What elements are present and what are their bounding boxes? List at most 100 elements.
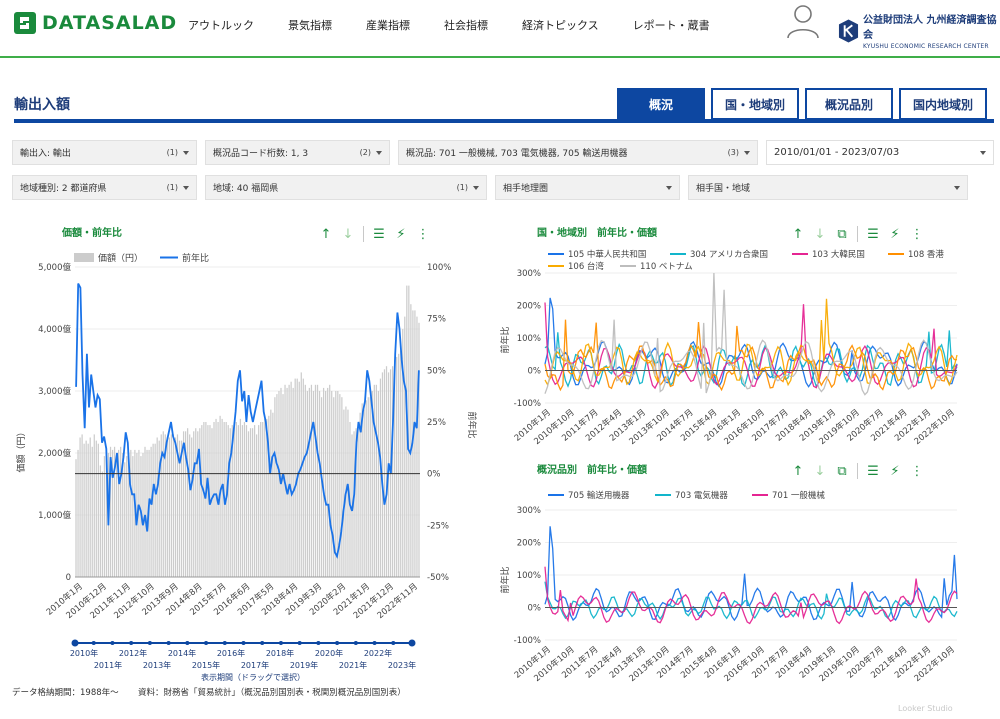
main-chart-line — [75, 283, 420, 559]
sort-ascending-icon[interactable]: ↑ — [792, 226, 804, 242]
filter-region[interactable]: 地域: 40 福岡県 (1) — [205, 175, 487, 200]
yoy-line — [75, 283, 420, 559]
more-options-icon[interactable]: ⋮ — [910, 463, 924, 479]
range-year-label: 2023年 — [388, 660, 416, 670]
slider-dot — [204, 641, 209, 645]
tab-commodity[interactable]: 概況品別 — [805, 88, 893, 120]
country-ylabel: 前年比 — [499, 326, 511, 353]
range-year-label: 2017年 — [241, 660, 269, 670]
value-bar — [333, 397, 335, 577]
series-line — [544, 566, 958, 625]
legend-label: 106 台湾 — [568, 261, 604, 272]
user-icon[interactable] — [786, 3, 820, 39]
filter-partner-area[interactable]: 相手地理圏 — [495, 175, 680, 200]
chevron-down-icon — [376, 151, 382, 155]
value-bar — [193, 431, 195, 577]
main-chart[interactable]: 価額（円） 前年比 0 1,000億 2,000億 3,000億 4,000億 5,000… — [10, 245, 480, 685]
filter-commodity[interactable]: 概況品: 701 一般機械, 703 電気機器, 705 輸送用機器 (3) — [398, 140, 758, 165]
commodity-chart[interactable]: 705 輸送用機器 703 電気機器 701 一般機械 -100% 0% 100% 200… — [490, 482, 995, 682]
nav-industry-indicators[interactable]: 産業指標 — [366, 19, 410, 32]
y-tick-right: 0% — [427, 470, 441, 480]
value-bar — [109, 446, 112, 577]
org-name: 公益財団法人 九州経済調査協会 — [863, 15, 997, 41]
value-bar — [245, 425, 248, 577]
nav-social-indicators[interactable]: 社会指標 — [444, 19, 488, 32]
country-chart[interactable]: 105 中華人民共和国 304 アメリカ合衆国 103 大韓民国 108 香港 106 … — [490, 245, 995, 455]
value-bar — [400, 350, 402, 577]
series-line — [544, 302, 958, 390]
value-bar — [325, 391, 327, 577]
series-line — [544, 298, 958, 387]
value-bar — [264, 418, 266, 577]
legend-label-yoy: 前年比 — [182, 252, 209, 264]
y-tick: 200% — [517, 539, 541, 549]
value-bar — [142, 453, 144, 577]
legend-label: 103 大韓民国 — [812, 249, 865, 260]
slider-dot — [91, 641, 96, 645]
value-bar — [414, 310, 416, 577]
filter-date-range[interactable]: 2010/01/01 - 2023/07/03 — [766, 140, 994, 165]
y-tick-left: 2,000億 — [38, 448, 71, 459]
value-bar — [249, 428, 252, 577]
value-bar — [375, 384, 377, 577]
value-bar — [298, 381, 300, 577]
range-caption: 表示期間（ドラッグで選択） — [201, 672, 305, 682]
nav-reports[interactable]: レポート・蔵書 — [632, 19, 710, 32]
value-bar — [292, 387, 294, 577]
filter-icon[interactable]: ☰ — [867, 463, 879, 479]
main-ylabel-left: 価額（円） — [15, 427, 27, 472]
series-line — [544, 272, 958, 396]
nav-economic-topics[interactable]: 経済トピックス — [522, 19, 599, 32]
legend-label: 110 ベトナム — [640, 262, 693, 272]
filter-code-digits[interactable]: 概況品コード桁数: 1, 3 (2) — [205, 140, 390, 165]
value-bar — [308, 387, 311, 577]
reset-filter-icon[interactable]: ⚡ — [396, 226, 406, 242]
value-bar — [101, 471, 104, 577]
y-tick: -100% — [514, 399, 541, 409]
sort-ascending-icon[interactable]: ↑ — [792, 463, 804, 479]
slider-dot — [372, 641, 377, 645]
tab-overview[interactable]: 概況 — [617, 88, 705, 120]
filter-region-type[interactable]: 地域種別: 2 都道府県 (1) — [12, 175, 197, 200]
filter-icon[interactable]: ☰ — [373, 226, 385, 242]
value-bar — [379, 378, 382, 577]
y-tick-right: -25% — [427, 521, 449, 531]
more-options-icon[interactable]: ⋮ — [416, 226, 430, 242]
filter-icon[interactable]: ☰ — [867, 226, 879, 242]
date-range-slider[interactable]: 2010年 2012年 2014年 2016年 2018年 2020年 2022年 2011年… — [70, 639, 416, 671]
datasalad-logo[interactable]: DATASALAD — [14, 12, 177, 34]
filter-partner-country[interactable]: 相手国・地域 — [688, 175, 968, 200]
drilldown-icon[interactable]: ⧉ — [837, 463, 847, 479]
sort-descending-icon[interactable]: ↓ — [342, 226, 354, 242]
sort-descending-icon[interactable]: ↓ — [814, 463, 826, 479]
tab-domestic-region[interactable]: 国内地域別 — [899, 88, 987, 120]
drilldown-icon[interactable]: ⧉ — [837, 226, 847, 242]
value-bar — [247, 431, 250, 577]
value-bar — [85, 440, 87, 577]
sort-descending-icon[interactable]: ↓ — [814, 226, 826, 242]
kerc-logo[interactable]: 公益財団法人 九州経済調査協会 KYUSHU ECONOMIC RESEARCH… — [838, 11, 1000, 50]
value-bar — [146, 449, 148, 577]
filter-trade-direction[interactable]: 輸出入: 輸出 (1) — [12, 140, 197, 165]
legend-label: 705 輸送用機器 — [568, 490, 630, 501]
y-tick-right: -50% — [427, 573, 449, 583]
reset-filter-icon[interactable]: ⚡ — [890, 463, 900, 479]
value-bar — [367, 397, 369, 577]
value-bar — [144, 446, 146, 577]
value-bar — [314, 384, 317, 577]
value-bar — [373, 384, 375, 577]
sort-ascending-icon[interactable]: ↑ — [320, 226, 332, 242]
value-bar — [391, 366, 394, 577]
nav-outlook[interactable]: アウトルック — [188, 19, 254, 32]
slider-dot — [335, 641, 340, 645]
tab-country[interactable]: 国・地域別 — [711, 88, 799, 120]
value-bar — [199, 428, 201, 577]
chevron-down-icon — [980, 151, 986, 155]
value-bar — [251, 428, 254, 577]
value-bar — [83, 443, 85, 577]
more-options-icon[interactable]: ⋮ — [910, 226, 924, 242]
value-bar — [170, 434, 173, 577]
nav-business-indicators[interactable]: 景気指標 — [288, 19, 332, 32]
reset-filter-icon[interactable]: ⚡ — [890, 226, 900, 242]
commodity-chart-axes: -100%0%100%200%300%2010年1月2010年10月2011年7… — [512, 506, 957, 682]
